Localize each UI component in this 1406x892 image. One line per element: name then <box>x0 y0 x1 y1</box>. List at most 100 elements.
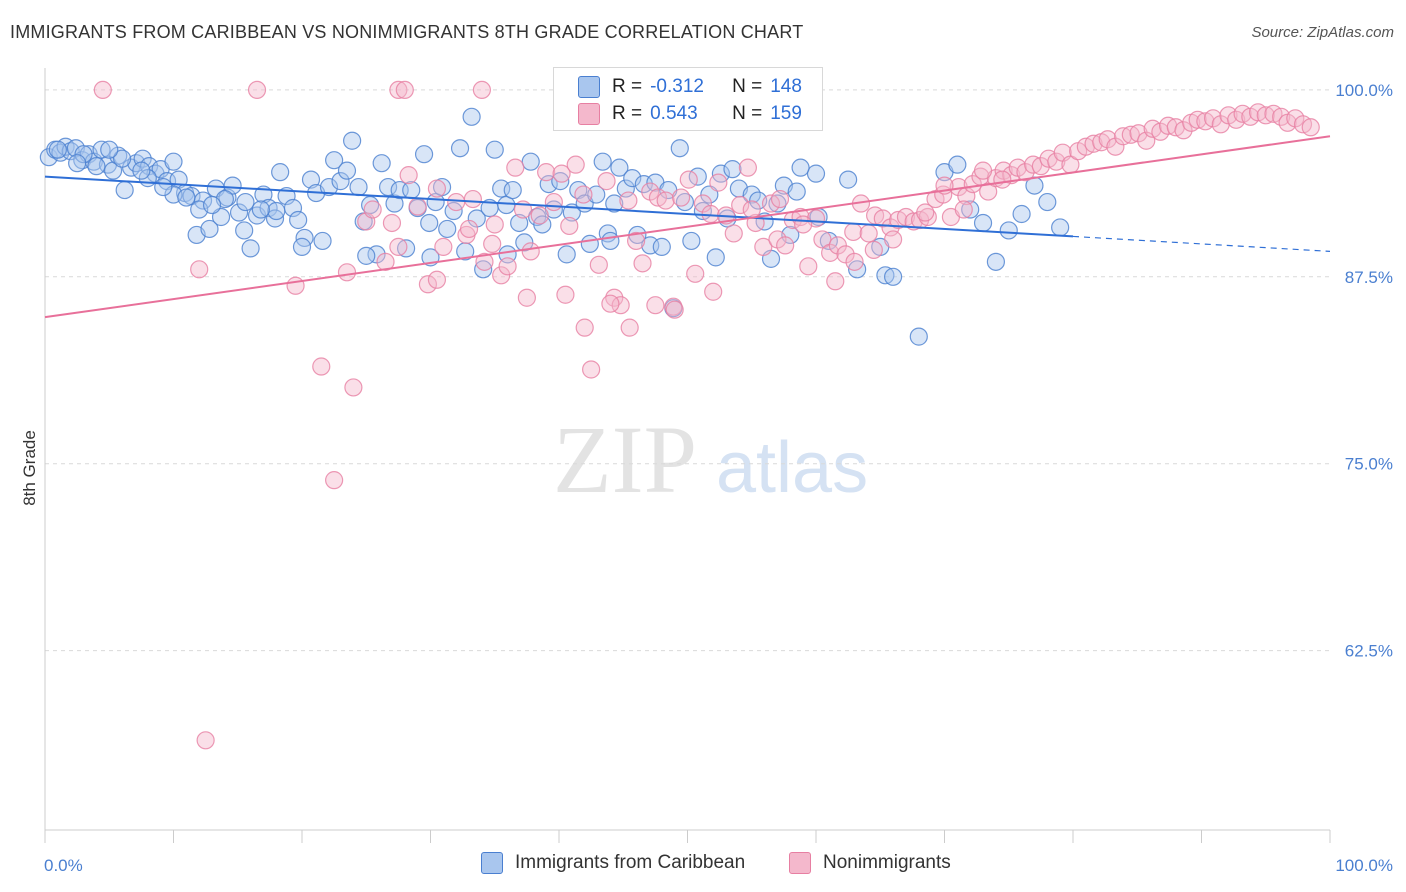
caribbean-point <box>474 260 493 279</box>
caribbean-point <box>265 209 285 228</box>
caribbean-point <box>292 237 312 256</box>
nonimmigrant-point <box>1114 127 1133 146</box>
nonimmigrant-point <box>544 192 563 212</box>
nonimmigrant-point <box>794 215 813 234</box>
nonimmigrant-point <box>1121 125 1140 144</box>
nonimmigrant-point <box>646 296 665 315</box>
caribbean-point <box>357 246 376 265</box>
nonimmigrant-point <box>1256 106 1275 125</box>
data-points <box>39 80 1320 750</box>
nonimmigrant-point <box>859 224 878 243</box>
axes <box>44 68 1331 843</box>
caribbean-point <box>503 180 522 200</box>
bottom-legend-item-caribbean: Immigrants from Caribbean <box>481 852 745 874</box>
caribbean-point <box>68 154 87 173</box>
caribbean-point <box>236 192 255 212</box>
caribbean-point <box>319 177 339 197</box>
caribbean-point <box>652 237 671 256</box>
caribbean-point <box>313 231 332 251</box>
nonimmigrant-point <box>589 255 608 274</box>
nonimmigrant-point <box>459 219 479 239</box>
nonimmigrant-point <box>395 80 414 100</box>
trend-lines <box>44 135 1331 319</box>
nonimmigrant-point <box>979 182 998 201</box>
nonimmigrant-point <box>552 164 571 183</box>
caribbean-point <box>848 260 867 279</box>
nonimmigrant-point <box>312 357 331 376</box>
nonimmigrant-point <box>916 203 935 222</box>
legend-r-value: 0.543 <box>650 103 698 124</box>
nonimmigrant-point <box>190 260 209 279</box>
nonimmigrant-point <box>1188 110 1207 129</box>
caribbean-point <box>539 174 558 194</box>
caribbean-point <box>462 107 481 126</box>
nonimmigrant-point <box>530 206 549 225</box>
caribbean-point <box>87 157 106 176</box>
caribbean-point <box>986 252 1006 271</box>
nonimmigrant-point <box>826 272 845 291</box>
nonimmigrant-point <box>1174 121 1193 140</box>
caribbean-point <box>551 172 570 191</box>
caribbean-point <box>223 176 242 195</box>
nonimmigrant-point <box>973 161 993 180</box>
legend-n-value: 148 <box>770 76 802 97</box>
legend-n-value: 159 <box>770 103 802 124</box>
caribbean-point <box>883 267 903 286</box>
legend-r-label: R = <box>612 103 643 124</box>
caribbean-point <box>948 155 967 174</box>
caribbean-point <box>349 177 368 197</box>
nonimmigrant-point <box>582 360 601 379</box>
bottom-legend-label: Nonimmigrants <box>823 852 951 873</box>
nonimmigrant-point <box>864 240 883 259</box>
nonimmigrant-point <box>601 294 620 313</box>
nonimmigrant-point <box>399 166 418 185</box>
caribbean-point <box>396 239 416 258</box>
y-tick-label: 87.5% <box>1345 268 1393 287</box>
caribbean-point <box>164 152 183 171</box>
caribbean-point <box>402 180 421 200</box>
nonimmigrant-point <box>770 189 790 209</box>
nonimmigrant-point <box>799 257 818 276</box>
caribbean-point <box>718 209 737 228</box>
caribbean-point <box>420 213 439 233</box>
nonimmigrant-point <box>560 216 579 236</box>
x-tick-label: 100.0% <box>1335 856 1393 875</box>
nonimmigrant-point <box>1084 134 1103 153</box>
nonimmigrant-point <box>620 318 639 337</box>
nonimmigrant-point <box>626 231 646 251</box>
nonimmigrant-point <box>485 215 504 234</box>
caribbean-point <box>610 158 629 177</box>
caribbean-point <box>100 140 119 159</box>
nonimmigrant-point <box>93 80 112 100</box>
caribbean-point <box>682 231 701 251</box>
legend-row-caribbean: R = -0.312 N = 148 <box>578 74 802 100</box>
caribbean-point <box>372 154 391 173</box>
legend-swatch-pink <box>578 103 600 125</box>
legend-r-value: -0.312 <box>650 76 704 97</box>
caribbean-point <box>806 164 826 183</box>
caribbean-point <box>343 131 362 150</box>
nonimmigrant-point <box>382 213 402 233</box>
nonimmigrant-point <box>761 194 781 213</box>
nonimmigrant-point <box>363 200 382 219</box>
nonimmigrant-point <box>686 264 705 283</box>
nonimmigrant-point <box>475 252 494 271</box>
nonimmigrant-point <box>664 297 683 316</box>
nonimmigrant-point <box>376 252 395 271</box>
nonimmigrant-trend-line <box>44 135 1331 319</box>
nonimmigrant-point <box>845 252 864 271</box>
caribbean-point <box>115 180 134 200</box>
nonimmigrant-point <box>498 257 517 276</box>
nonimmigrant-point <box>709 173 728 192</box>
caribbean-point <box>331 172 350 191</box>
caribbean-point <box>876 266 895 285</box>
nonimmigrant-point <box>656 191 675 210</box>
nonimmigrant-point <box>844 222 863 242</box>
nonimmigrant-point <box>325 471 344 490</box>
caribbean-point <box>787 182 806 201</box>
nonimmigrant-point <box>521 242 540 261</box>
nonimmigrant-point <box>286 276 305 295</box>
nonimmigrant-point <box>337 263 357 282</box>
nonimmigrant-point <box>434 237 453 256</box>
